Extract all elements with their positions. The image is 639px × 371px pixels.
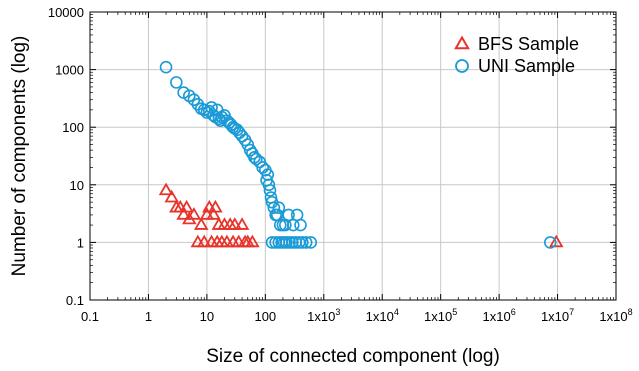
x-tick-label: 0.1 xyxy=(81,309,99,324)
y-tick-label: 100 xyxy=(62,120,84,135)
x-axis-title: Size of connected component (log) xyxy=(206,346,500,367)
x-tick-label: 1x104 xyxy=(366,307,399,324)
x-tick-label-exponent: 3 xyxy=(335,307,340,317)
y-tick-label: 10000 xyxy=(48,5,84,20)
data-point xyxy=(294,218,307,232)
data-point xyxy=(265,236,279,249)
data-point xyxy=(235,129,249,143)
x-tick-label-exponent: 5 xyxy=(452,307,457,317)
data-point xyxy=(193,217,209,230)
x-tick-label: 1x108 xyxy=(599,307,632,324)
x-tick-label-exponent: 8 xyxy=(628,307,633,317)
series-uni-sample xyxy=(159,60,557,249)
data-point xyxy=(186,207,202,220)
y-tick-label: 1 xyxy=(77,235,84,250)
x-tick-label: 100 xyxy=(254,309,276,324)
legend-label: BFS Sample xyxy=(478,34,579,54)
x-tick-label-exponent: 6 xyxy=(511,307,516,317)
data-point xyxy=(267,201,281,215)
x-tick-label-exponent: 7 xyxy=(569,307,574,317)
legend-marker xyxy=(454,35,470,50)
data-point xyxy=(196,234,212,248)
x-tick-labels: 0.1 1 10 100 1x103 1x104 1x105 1x106 1x107 1x108 xyxy=(81,307,633,324)
data-point xyxy=(208,199,223,213)
data-point xyxy=(179,199,194,213)
x-tick-label-base: 1x10 xyxy=(483,309,511,324)
data-point xyxy=(170,76,183,89)
data-point xyxy=(272,201,286,215)
plot-frame xyxy=(89,11,617,301)
data-point xyxy=(286,236,299,249)
data-point xyxy=(304,236,318,249)
data-point xyxy=(227,217,243,230)
x-tick-label: 1x105 xyxy=(424,307,457,324)
series-bfs-sample xyxy=(158,182,564,248)
data-point xyxy=(262,178,276,192)
x-tick-label: 1x107 xyxy=(541,307,574,324)
x-tick-label: 1x106 xyxy=(483,307,516,324)
x-tick-label: 10 xyxy=(200,309,214,324)
y-tick-label: 10 xyxy=(70,178,84,193)
x-tick-label-base: 1x10 xyxy=(541,309,569,324)
y-tick-labels: 0.1 1 10 100 1000 10000 xyxy=(48,5,84,308)
data-point xyxy=(243,143,257,157)
x-tick-label-base: 1x10 xyxy=(599,309,627,324)
data-point xyxy=(543,236,557,249)
tick-marks xyxy=(89,11,617,301)
data-point xyxy=(206,207,221,220)
y-tick-label: 0.1 xyxy=(66,293,84,308)
x-tick-label-exponent: 4 xyxy=(394,307,399,317)
data-point xyxy=(249,152,263,166)
x-tick-label-base: 1x10 xyxy=(424,309,452,324)
data-point xyxy=(280,236,293,249)
x-tick-label: 1x103 xyxy=(307,307,340,324)
data-point xyxy=(299,236,313,249)
data-point xyxy=(159,60,173,74)
data-point xyxy=(282,208,295,222)
data-point xyxy=(176,207,191,220)
data-point xyxy=(158,182,174,196)
legend-label: UNI Sample xyxy=(478,56,575,76)
y-tick-label: 1000 xyxy=(55,63,84,78)
grid xyxy=(90,12,616,300)
legend-marker xyxy=(455,59,469,73)
x-tick-label-base: 1x10 xyxy=(366,309,394,324)
data-point xyxy=(296,236,309,249)
data-point xyxy=(197,103,211,117)
data-point xyxy=(164,189,179,203)
data-point xyxy=(234,217,250,230)
data-point xyxy=(263,184,277,197)
data-point xyxy=(548,234,564,248)
data-point xyxy=(245,234,260,248)
y-axis-title: Number of components (log) xyxy=(9,36,30,277)
x-tick-label: 1 xyxy=(145,309,152,324)
x-tick-label-base: 1x10 xyxy=(307,309,335,324)
data-marks xyxy=(158,60,564,249)
